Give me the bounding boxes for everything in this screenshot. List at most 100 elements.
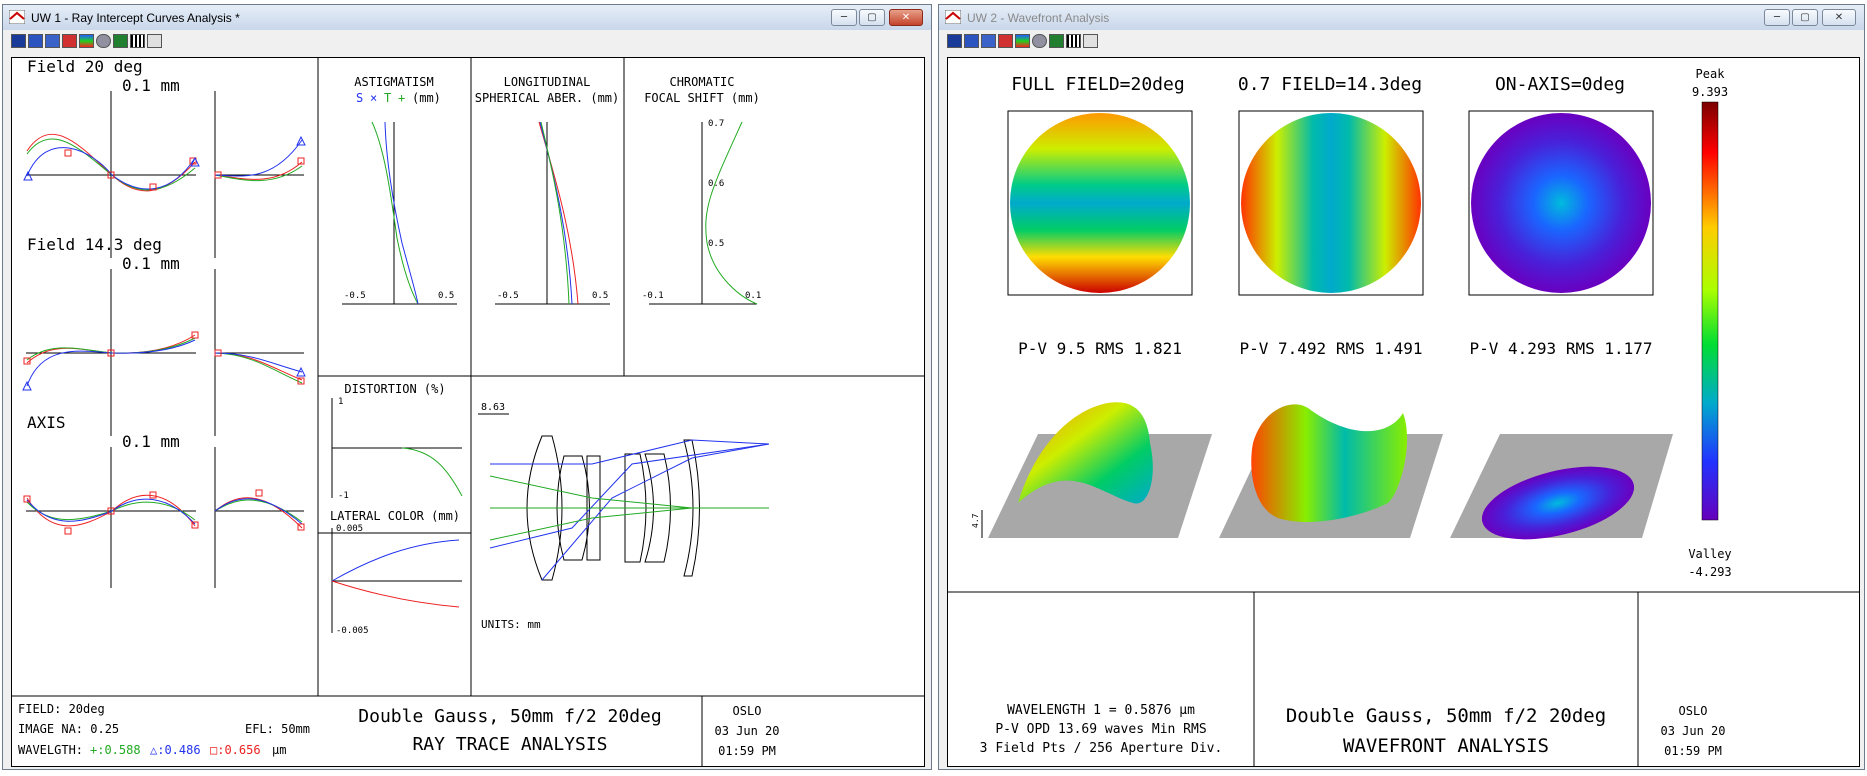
- chrom-y3: 0.5: [708, 239, 724, 249]
- colorbar-peak-label: Peak: [1696, 67, 1726, 81]
- footer-image-na: IMAGE NA: 0.25: [18, 722, 119, 736]
- target-icon[interactable]: [96, 34, 111, 48]
- col2-stats: P-V 7.492 RMS 1.491: [1239, 339, 1422, 358]
- footer-oslo: OSLO: [733, 704, 762, 718]
- longit-xmax: 0.5: [592, 291, 608, 301]
- globe-icon[interactable]: [45, 34, 60, 48]
- astig-plot: [342, 121, 457, 305]
- field-14-scale: 0.1 mm: [122, 254, 180, 273]
- close-button[interactable]: ✕: [889, 9, 923, 26]
- uk-flag-icon[interactable]: [998, 34, 1013, 48]
- lateral-plot: [331, 528, 462, 633]
- uk-flag-icon[interactable]: [62, 34, 77, 48]
- ray-fan-field-20: [23, 91, 306, 258]
- astig-legend-s: S: [356, 91, 363, 105]
- axis-scale: 0.1 mm: [122, 432, 180, 451]
- chrom-xmax: 0.1: [745, 291, 761, 301]
- globe-icon[interactable]: [981, 34, 996, 48]
- wavefront-canvas: FULL FIELD=20deg 0.7 FIELD=14.3deg ON-AX…: [947, 57, 1860, 767]
- minimize-button[interactable]: ─: [831, 9, 857, 26]
- footer-wavelength: WAVELENGTH 1 = 0.5876 µm: [1007, 703, 1195, 718]
- spot-icon[interactable]: [28, 34, 43, 48]
- plot-canvas: Field 20 deg 0.1 mm: [11, 57, 925, 767]
- colorbar: [1701, 101, 1719, 521]
- panel-dividers: [12, 58, 924, 766]
- distortion-ymin: -1: [338, 491, 349, 501]
- longit-title-1: LONGITUDINAL: [504, 75, 591, 89]
- wavefront-map-07-field: [1238, 110, 1424, 296]
- footer-time: 01:59 PM: [718, 744, 776, 758]
- footer-date: 03 Jun 20: [714, 724, 779, 738]
- footer-wl3: □:0.656: [210, 743, 261, 757]
- col2-title: 0.7 FIELD=14.3deg: [1238, 74, 1422, 95]
- astig-xmax: 0.5: [438, 291, 454, 301]
- minimize-button[interactable]: ─: [1764, 9, 1790, 26]
- wavefront-map-on-axis: [1468, 110, 1654, 296]
- footer-oslo: OSLO: [1679, 704, 1708, 718]
- footer-title-1: Double Gauss, 50mm f/2 20deg: [358, 706, 661, 727]
- chrom-xmin: -0.1: [642, 291, 664, 301]
- distortion-title: DISTORTION (%): [344, 382, 445, 396]
- wavefront-window: UW 2 - Wavefront Analysis ─ ▢ ✕: [938, 4, 1865, 770]
- color-map-icon[interactable]: [79, 34, 94, 48]
- astig-legend-plus: +: [398, 91, 405, 105]
- footer-pv-opd: P-V OPD 13.69 waves Min RMS: [995, 722, 1206, 737]
- footer-wl2: △:0.486: [150, 743, 201, 757]
- pointer-icon[interactable]: [1083, 34, 1098, 48]
- footer-wl-unit: µm: [272, 743, 286, 757]
- title-bar[interactable]: UW 2 - Wavefront Analysis ─ ▢ ✕: [939, 5, 1864, 30]
- footer-date: 03 Jun 20: [1660, 724, 1725, 738]
- footer-title-1: Double Gauss, 50mm f/2 20deg: [1286, 705, 1606, 727]
- fringe-icon[interactable]: [1049, 34, 1064, 48]
- scale-3d: 4.7: [971, 513, 980, 528]
- fringe-icon[interactable]: [113, 34, 128, 48]
- col1-stats: P-V 9.5 RMS 1.821: [1018, 339, 1182, 358]
- distortion-ymax: 1: [338, 397, 343, 407]
- oslo-app-icon: [945, 10, 961, 24]
- target-icon[interactable]: [1032, 34, 1047, 48]
- astig-unit: (mm): [412, 91, 441, 105]
- astig-legend-t: T: [384, 91, 391, 105]
- footer-title-2: WAVEFRONT ANALYSIS: [1343, 735, 1549, 757]
- layout-units: UNITS: mm: [481, 618, 541, 631]
- layout-scale: 8.63: [481, 402, 505, 413]
- footer-wl1: +:0.588: [90, 743, 141, 757]
- window-title: UW 2 - Wavefront Analysis: [967, 11, 1110, 25]
- distortion-plot: [331, 398, 463, 498]
- color-map-icon[interactable]: [1015, 34, 1030, 48]
- colorbar-valley-label: Valley: [1688, 547, 1731, 561]
- maximize-button[interactable]: ▢: [1792, 9, 1818, 26]
- lens-layout: [478, 413, 770, 581]
- footer-field-pts: 3 Field Pts / 256 Aperture Div.: [980, 741, 1223, 756]
- window-title: UW 1 - Ray Intercept Curves Analysis *: [31, 11, 240, 25]
- col1-title: FULL FIELD=20deg: [1011, 74, 1184, 95]
- longit-xmin: -0.5: [497, 291, 519, 301]
- maximize-button[interactable]: ▢: [859, 9, 885, 26]
- astig-title: ASTIGMATISM: [354, 75, 433, 89]
- lateral-ymin: -0.005: [336, 626, 369, 636]
- grid-icon[interactable]: [947, 34, 962, 48]
- chrom-plot: [649, 121, 758, 305]
- col3-title: ON-AXIS=0deg: [1495, 74, 1625, 95]
- bars-icon[interactable]: [130, 34, 145, 48]
- field-14-label: Field 14.3 deg: [27, 235, 162, 254]
- footer-wavelength-label: WAVELGTH:: [18, 743, 83, 757]
- longit-plot: [495, 121, 610, 305]
- ray-fan-axis: [23, 447, 305, 588]
- pointer-icon[interactable]: [147, 34, 162, 48]
- field-20-scale: 0.1 mm: [122, 76, 180, 95]
- bars-icon[interactable]: [1066, 34, 1081, 48]
- grid-icon[interactable]: [11, 34, 26, 48]
- chrom-title-1: CHROMATIC: [669, 75, 734, 89]
- title-bar[interactable]: UW 1 - Ray Intercept Curves Analysis * ─…: [3, 5, 931, 30]
- chrom-y1: 0.7: [708, 119, 724, 129]
- close-button[interactable]: ✕: [1822, 9, 1856, 26]
- wavefront-3d-on-axis: [1450, 434, 1673, 540]
- astig-xmin: -0.5: [344, 291, 366, 301]
- col3-stats: P-V 4.293 RMS 1.177: [1469, 339, 1652, 358]
- lateral-ymax: 0.005: [336, 524, 363, 534]
- wavefront-map-full-field: [1007, 110, 1193, 296]
- spot-icon[interactable]: [964, 34, 979, 48]
- lateral-title: LATERAL COLOR (mm): [330, 509, 460, 523]
- footer-field: FIELD: 20deg: [18, 702, 105, 716]
